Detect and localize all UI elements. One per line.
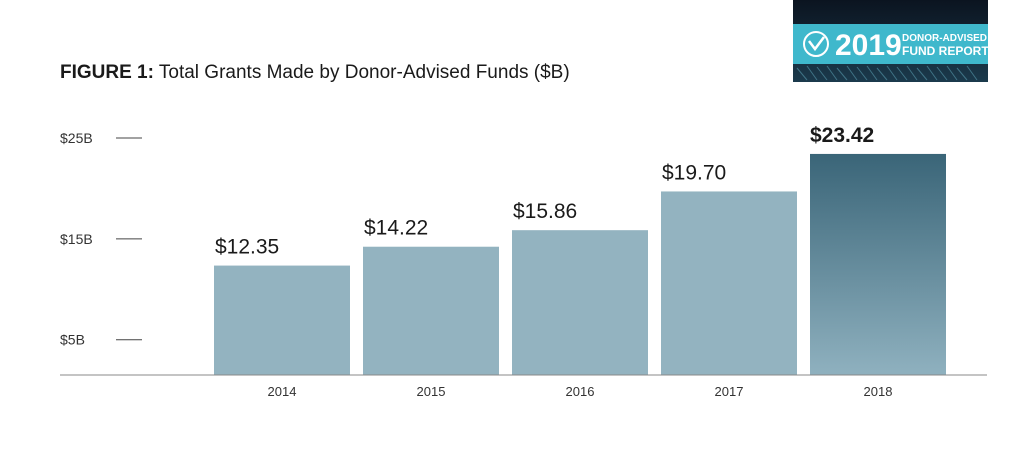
badge-year: 2019 (835, 29, 902, 62)
value-label-2014: $12.35 (215, 236, 279, 259)
x-tick-label: 2015 (417, 384, 446, 399)
x-tick-label: 2016 (566, 384, 595, 399)
value-label-2016: $15.86 (513, 200, 577, 223)
value-label-2018: $23.42 (810, 124, 874, 147)
y-axis: $5B $15B $25B (60, 130, 142, 348)
chart-title: FIGURE 1: Total Grants Made by Donor-Adv… (60, 62, 570, 84)
figure-label: FIGURE 1: (60, 62, 154, 83)
checkmark-icon (803, 31, 829, 57)
y-tick-label: $5B (60, 332, 85, 348)
value-labels: $12.35 $14.22 $15.86 $19.70 $23.42 (215, 124, 874, 259)
bar-2018 (810, 153, 946, 375)
bar-2017 (661, 191, 797, 375)
value-label-2015: $14.22 (364, 217, 428, 240)
category-labels: 2014 2015 2016 2017 2018 (268, 384, 893, 399)
x-tick-label: 2018 (864, 384, 893, 399)
bar-2015 (363, 246, 499, 375)
badge-band (793, 24, 988, 64)
figure-title: Total Grants Made by Donor-Advised Funds… (158, 62, 570, 83)
y-tick-label: $15B (60, 231, 93, 247)
value-label-2017: $19.70 (662, 161, 726, 184)
bar-2016 (512, 230, 648, 375)
bars (214, 153, 946, 375)
y-tick-label: $25B (60, 130, 93, 146)
x-tick-label: 2017 (715, 384, 744, 399)
bar-2014 (214, 265, 350, 375)
x-tick-label: 2014 (268, 384, 297, 399)
report-badge-logo: 2019 DONOR-ADVISED FUND REPORT (793, 0, 988, 82)
badge-texture (796, 65, 978, 81)
badge-line2: FUND REPORT (902, 44, 988, 58)
badge-line1: DONOR-ADVISED (902, 33, 987, 44)
